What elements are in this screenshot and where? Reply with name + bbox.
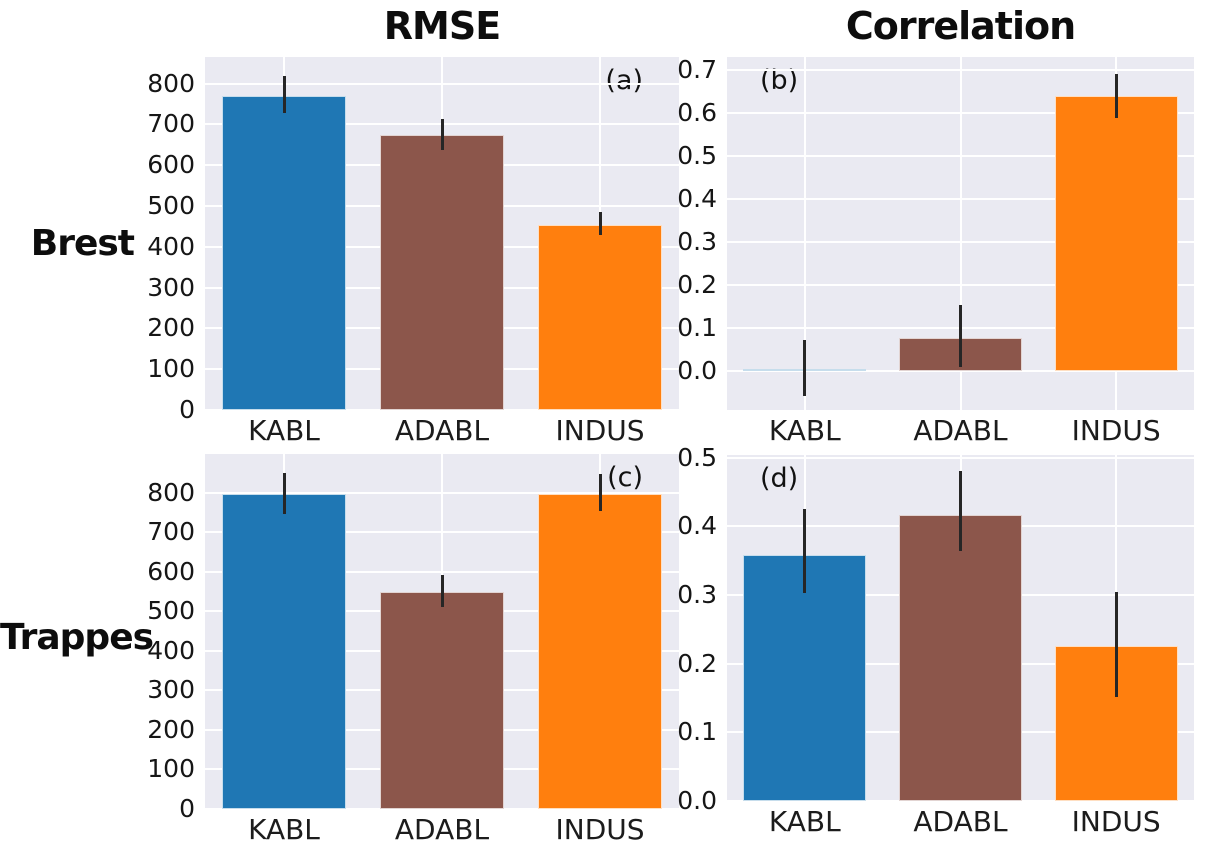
error-bar-indus — [598, 212, 602, 236]
bar-adabl — [379, 135, 505, 410]
x-tick-label-adabl: ADABL — [394, 813, 490, 843]
error-bar-indus — [598, 474, 602, 511]
y-tick-label: 700 — [147, 109, 195, 139]
y-tick-label: 0.1 — [677, 717, 717, 747]
gridline-vertical — [959, 57, 962, 410]
y-tick-label: 300 — [147, 272, 195, 302]
panel-letter-c: (c) — [607, 462, 643, 493]
error-bar-adabl — [959, 471, 962, 552]
y-tick-label: 800 — [147, 477, 195, 507]
y-tick-label: 500 — [147, 596, 195, 626]
y-tick-label: 400 — [147, 231, 195, 261]
error-bar-adabl — [440, 574, 444, 607]
x-tick-label-kabl: KABL — [768, 414, 841, 447]
bar-indus — [537, 224, 663, 410]
y-tick-label: 0.4 — [677, 511, 717, 541]
y-tick-label: 400 — [147, 635, 195, 665]
y-tick-label: 0.7 — [677, 54, 717, 84]
x-tick-label-adabl: ADABL — [913, 805, 1008, 838]
column-title-rmse: RMSE — [383, 4, 501, 48]
error-bar-kabl — [803, 509, 807, 593]
panel-c-rmse-trappes: (c) — [205, 454, 679, 810]
error-bar-kabl — [282, 472, 286, 515]
x-tick-label-kabl: KABL — [248, 813, 320, 843]
y-tick-label: 0 — [179, 395, 195, 424]
error-bar-adabl — [959, 305, 962, 367]
bar-adabl — [379, 591, 505, 809]
panel-d-correlation-trappes: (d) — [727, 455, 1194, 802]
y-tick-label: 100 — [147, 754, 195, 784]
x-tick-label-indus: INDUS — [1071, 414, 1161, 447]
y-tick-label: 0.6 — [677, 97, 717, 127]
column-title-correlation: Correlation — [845, 4, 1076, 48]
x-tick-label-indus: INDUS — [1071, 805, 1161, 838]
bar-adabl — [899, 515, 1022, 801]
y-tick-label: 200 — [147, 313, 195, 343]
x-tick-label-kabl: KABL — [768, 805, 841, 838]
error-bar-indus — [1114, 73, 1118, 119]
row-label-brest: Brest — [30, 223, 135, 264]
y-tick-label: 0.3 — [677, 227, 717, 257]
y-tick-label: 0.1 — [677, 313, 717, 343]
bar-kabl — [221, 95, 347, 410]
y-tick-label: 700 — [147, 517, 195, 547]
y-tick-label: 600 — [147, 556, 195, 586]
error-bar-adabl — [440, 119, 444, 151]
error-bar-kabl — [282, 76, 286, 113]
y-tick-label: 200 — [147, 714, 195, 744]
row-label-trappes: Trappes — [0, 617, 154, 658]
panel-a-rmse-brest: (a) — [205, 57, 679, 411]
bar-kabl — [743, 555, 867, 801]
gridline-horizontal — [727, 800, 1194, 802]
y-tick-label: 500 — [147, 190, 195, 220]
panel-letter-a: (a) — [605, 65, 643, 96]
panel-letter-d: (d) — [760, 463, 799, 494]
error-bar-kabl — [803, 340, 807, 396]
y-tick-label: 0.0 — [677, 356, 717, 386]
y-tick-label: 0.4 — [677, 184, 717, 214]
y-tick-label: 0.3 — [677, 580, 717, 610]
y-tick-label: 0.2 — [677, 270, 717, 300]
y-tick-label: 0 — [179, 794, 195, 823]
y-tick-label: 0.5 — [677, 442, 717, 472]
x-tick-label-indus: INDUS — [555, 813, 645, 843]
gridline-horizontal — [205, 808, 679, 810]
y-tick-label: 600 — [147, 150, 195, 180]
bar-kabl — [221, 493, 347, 809]
y-tick-label: 0.2 — [677, 648, 717, 678]
bar-indus — [537, 493, 663, 809]
gridline-vertical — [803, 57, 806, 410]
y-tick-label: 300 — [147, 675, 195, 705]
y-tick-label: 0.0 — [677, 786, 717, 815]
y-tick-label: 100 — [147, 354, 195, 384]
error-bar-indus — [1114, 592, 1118, 698]
panel-b-correlation-brest: (b) — [727, 57, 1194, 410]
x-tick-label-adabl: ADABL — [394, 414, 490, 447]
bar-indus — [1054, 95, 1178, 372]
x-tick-label-adabl: ADABL — [913, 414, 1008, 447]
y-tick-label: 800 — [147, 68, 195, 98]
y-tick-label: 0.5 — [677, 141, 717, 170]
gridline-horizontal — [205, 409, 679, 411]
x-tick-label-kabl: KABL — [248, 414, 320, 447]
x-tick-label-indus: INDUS — [555, 414, 645, 447]
